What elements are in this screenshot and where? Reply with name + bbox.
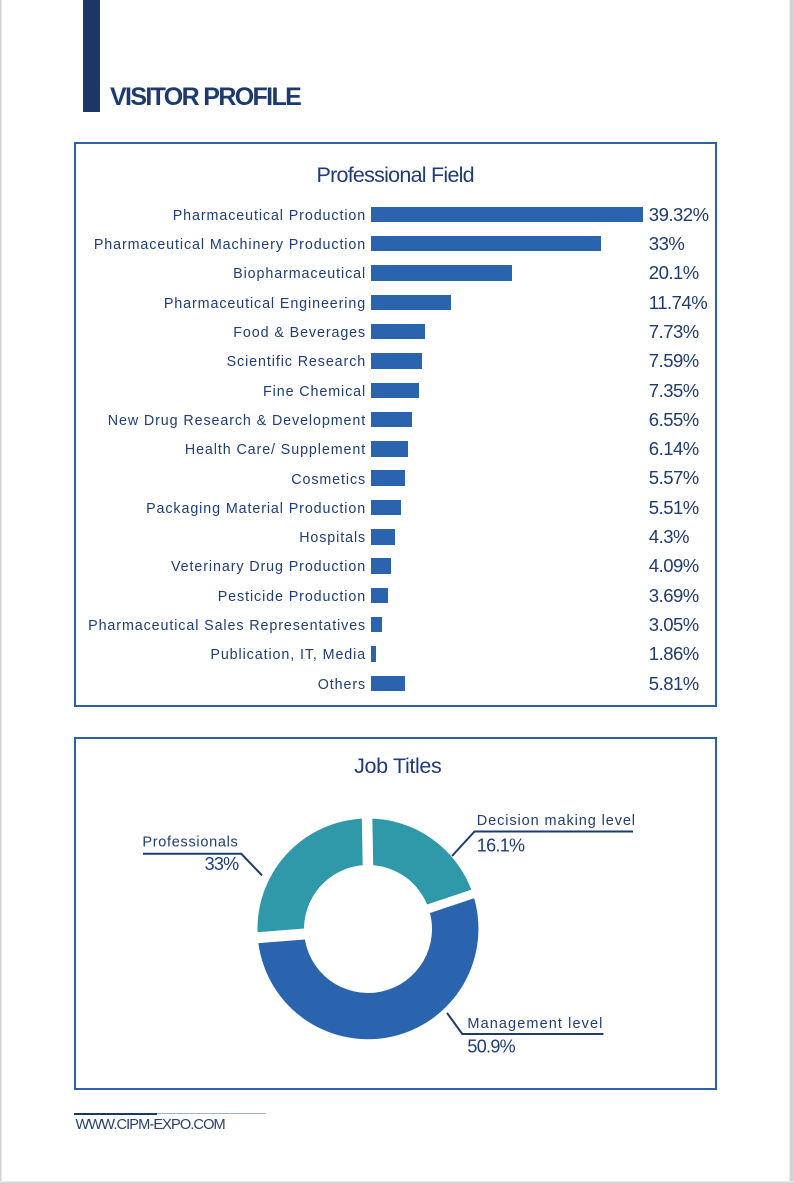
svg-text:Professionals: Professionals — [142, 835, 238, 851]
svg-text:16.1%: 16.1% — [477, 836, 525, 856]
svg-text:33%: 33% — [205, 854, 240, 874]
svg-text:Management level: Management level — [467, 1016, 603, 1032]
svg-text:50.9%: 50.9% — [467, 1037, 515, 1057]
svg-text:Decision making level: Decision making level — [477, 813, 636, 829]
